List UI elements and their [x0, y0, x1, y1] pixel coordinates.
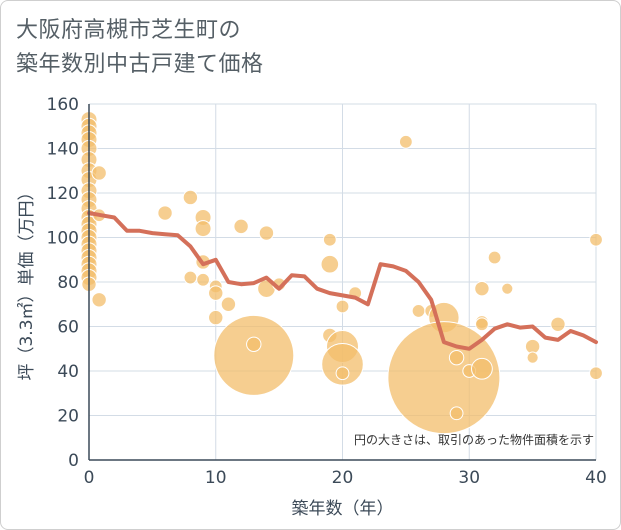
y-tick-label: 160 — [47, 95, 79, 115]
data-bubble — [474, 280, 490, 297]
bubble-layer — [80, 111, 603, 435]
x-tick-label: 40 — [585, 468, 607, 488]
chart-title-line-1: 大阪府高槻市芝生町の — [16, 18, 242, 43]
data-bubble — [501, 282, 514, 295]
data-bubble — [448, 349, 465, 366]
data-bubble — [91, 292, 107, 308]
x-tick-label: 0 — [84, 468, 95, 488]
data-bubble — [589, 366, 603, 381]
tick-labels: 0 20 40 60 80 100 120 140 160 0 10 20 30 40 — [47, 95, 607, 488]
x-tick-label: 20 — [332, 468, 354, 488]
average-price-line — [87, 211, 598, 351]
x-tick-label: 10 — [205, 468, 227, 488]
data-bubble — [387, 321, 501, 435]
y-tick-label: 80 — [57, 273, 79, 293]
grid-lines — [88, 103, 597, 461]
data-bubble — [411, 304, 426, 318]
y-axis-title: 坪（3.3㎡）単価（万円） — [17, 183, 37, 380]
data-bubble — [208, 309, 224, 326]
data-bubble — [550, 316, 566, 332]
data-bubble — [589, 232, 603, 247]
data-bubble — [183, 270, 198, 285]
data-bubble — [220, 296, 237, 312]
x-tick-label: 30 — [458, 468, 480, 488]
data-bubble — [208, 285, 224, 301]
axes — [88, 104, 596, 461]
data-bubble — [157, 205, 173, 221]
chart-title-line-2: 築年数別中古戸建て価格 — [16, 52, 264, 77]
trend-line-layer — [87, 211, 598, 351]
y-tick-label: 140 — [47, 140, 79, 160]
y-tick-label: 100 — [47, 229, 79, 249]
data-bubble — [182, 189, 199, 206]
y-tick-label: 60 — [57, 318, 79, 338]
data-bubble — [321, 343, 364, 386]
y-tick-label: 0 — [68, 451, 79, 471]
y-tick-label: 40 — [57, 362, 79, 382]
data-bubble — [233, 218, 249, 235]
data-bubble — [487, 250, 502, 265]
data-bubble — [258, 225, 275, 241]
data-bubble — [213, 314, 295, 396]
data-bubble — [320, 254, 340, 274]
data-bubble — [398, 134, 413, 149]
data-bubble — [475, 317, 489, 332]
data-bubble — [526, 351, 539, 364]
y-tick-label: 20 — [57, 407, 79, 427]
chart-title: 大阪府高槻市芝生町の 築年数別中古戸建て価格 — [16, 14, 436, 82]
data-bubble — [196, 272, 210, 287]
data-bubble — [335, 366, 350, 381]
data-bubble — [246, 336, 262, 352]
data-bubble — [335, 299, 350, 314]
data-bubble — [91, 165, 107, 181]
data-bubble — [322, 232, 337, 247]
data-bubble — [449, 406, 464, 421]
x-axis-title: 築年数（年） — [292, 499, 394, 519]
bubble-size-note: 円の大きさは、取引のあった物件面積を示す — [354, 432, 594, 447]
y-tick-label: 120 — [47, 184, 79, 204]
data-bubble — [194, 220, 212, 238]
data-bubble — [471, 357, 493, 380]
